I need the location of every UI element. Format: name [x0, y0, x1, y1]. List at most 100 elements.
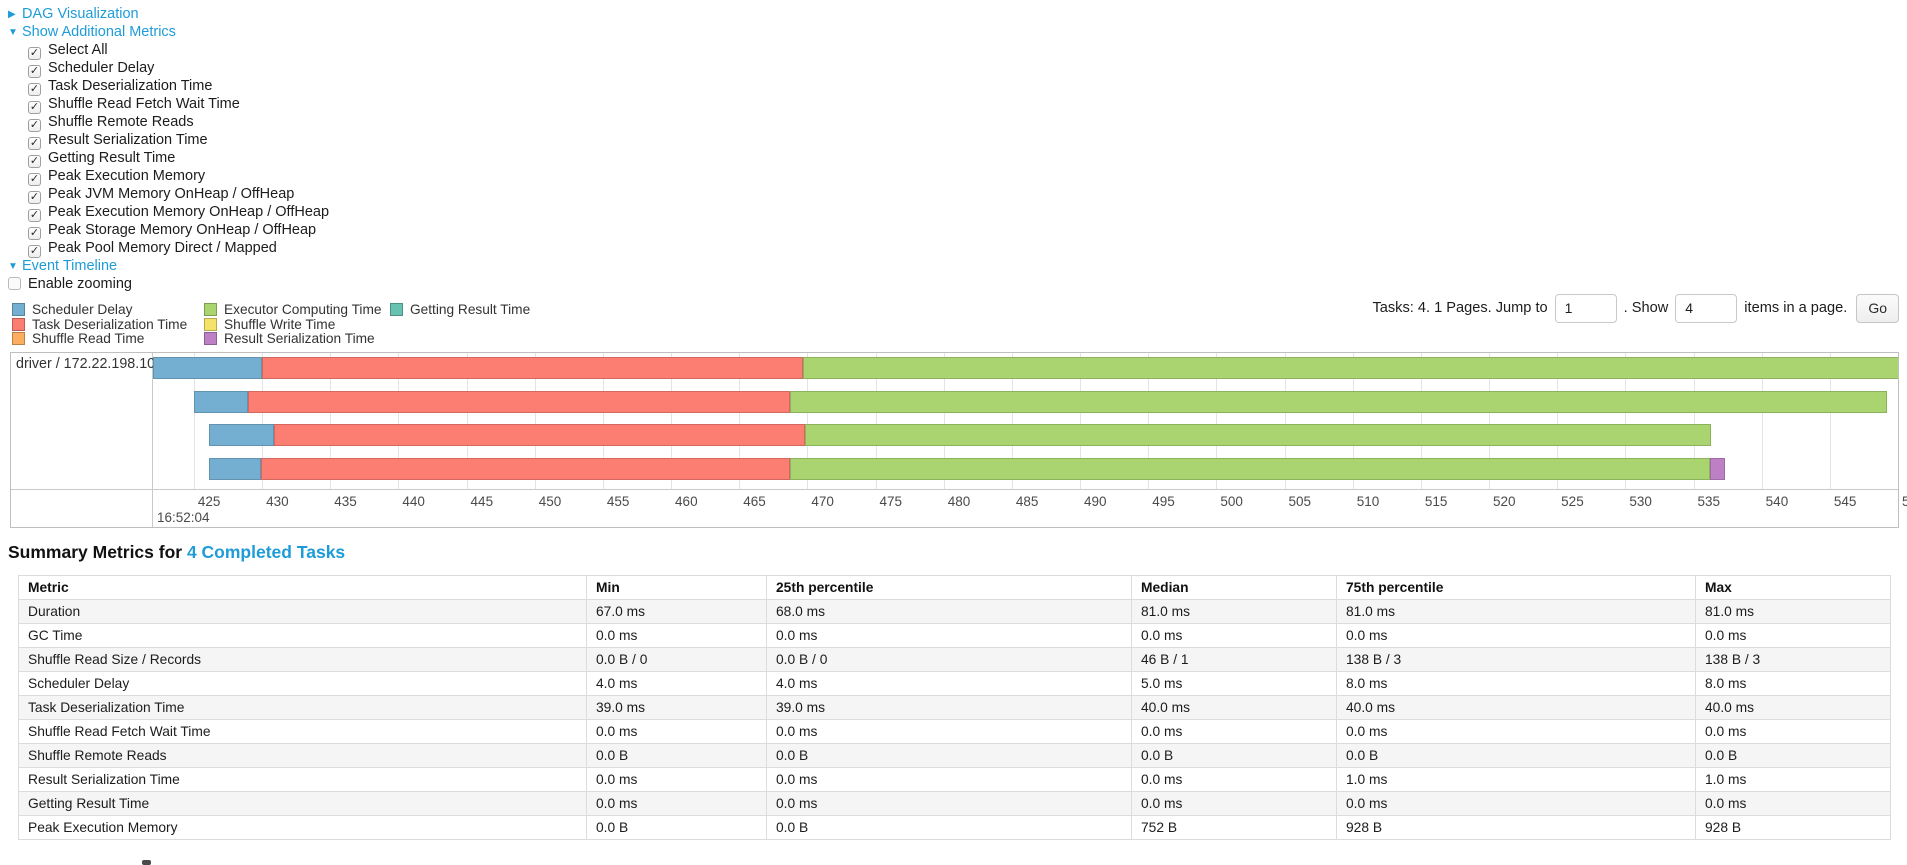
axis-gridline — [1080, 353, 1082, 489]
metric-value-cell: 8.0 ms — [1695, 671, 1891, 696]
axis-tick-label: 460 — [675, 494, 698, 509]
axis-tick-label: 435 — [334, 494, 357, 509]
page-size-input[interactable] — [1675, 293, 1738, 323]
task-bar-scheduler-delay[interactable] — [208, 424, 275, 446]
axis-gridline — [807, 353, 809, 489]
summary-table-row: Shuffle Read Size / Records 0.0 B / 0 0.0 … — [18, 647, 1891, 672]
metric-value-cell: 1.0 ms — [1336, 767, 1696, 792]
metric-checkbox-label: Peak JVM Memory OnHeap / OffHeap — [48, 186, 295, 202]
task-bar-executor-computing-time[interactable] — [789, 391, 1888, 413]
checked-checkbox-icon[interactable]: ✓ — [28, 227, 41, 240]
legend-column: Executor Computing Time Shuffle Write Tim… — [204, 302, 390, 347]
axis-tick-label: 520 — [1493, 494, 1516, 509]
axis-tick-label: 525 — [1561, 494, 1584, 509]
axis-gridline — [466, 353, 468, 489]
axis-tick-label: 500 — [1220, 494, 1243, 509]
legend-label: Shuffle Write Time — [224, 316, 336, 332]
getting-result-time-swatch-icon — [390, 303, 403, 316]
metric-value-cell: 0.0 ms — [1131, 791, 1337, 816]
legend-item: Shuffle Read Time — [12, 331, 204, 347]
task-bar-result-serialization-time[interactable] — [1709, 458, 1725, 480]
axis-tick-label: 510 — [1356, 494, 1380, 509]
axis-tick-label: 475 — [879, 494, 903, 509]
expanded-arrow-icon: ▼ — [8, 27, 18, 38]
checked-checkbox-icon[interactable]: ✓ — [28, 173, 41, 186]
legend-label: Result Serialization Time — [224, 331, 375, 347]
metric-value-cell: 4.0 ms — [586, 671, 767, 696]
task-bar-scheduler-delay[interactable] — [153, 357, 263, 379]
task-bar-executor-computing-time[interactable] — [804, 424, 1712, 446]
show-additional-metrics-toggle[interactable]: ▼ Show Additional Metrics — [8, 23, 329, 41]
axis-tick-label: 550 — [1902, 494, 1907, 509]
checked-checkbox-icon[interactable]: ✓ — [28, 209, 41, 222]
completed-tasks-link[interactable]: 4 Completed Tasks — [186, 542, 346, 562]
pagination-show-text: . Show — [1623, 300, 1669, 316]
legend-label: Task Deserialization Time — [32, 316, 188, 332]
metric-value-cell: 0.0 B — [1336, 743, 1696, 768]
checked-checkbox-icon[interactable]: ✓ — [28, 137, 41, 150]
show-additional-metrics-label: Show Additional Metrics — [22, 24, 176, 40]
metric-value-cell: 8.0 ms — [1336, 671, 1696, 696]
metric-value-cell: 0.0 ms — [1695, 719, 1891, 744]
checked-checkbox-icon[interactable]: ✓ — [28, 83, 41, 96]
metric-value-cell: 81.0 ms — [1131, 599, 1337, 624]
metric-value-cell: 0.0 ms — [586, 623, 767, 648]
metric-name-cell: Shuffle Remote Reads — [18, 743, 587, 768]
task-bar-scheduler-delay[interactable] — [208, 458, 261, 480]
metric-checkbox-label: Peak Execution Memory OnHeap / OffHeap — [48, 204, 330, 220]
axis-tick-label: 530 — [1629, 494, 1652, 509]
metric-checkbox-item: ✓ Select All — [28, 41, 329, 60]
event-timeline-toggle[interactable]: ▼ Event Timeline — [8, 257, 329, 275]
task-bar-task-deserialization-time[interactable] — [274, 424, 805, 446]
axis-gridline — [1557, 353, 1559, 489]
checked-checkbox-icon[interactable]: ✓ — [28, 155, 41, 168]
checked-checkbox-icon[interactable]: ✓ — [28, 47, 41, 60]
checked-checkbox-icon[interactable]: ✓ — [28, 65, 41, 78]
legend-label: Getting Result Time — [410, 302, 531, 317]
task-bar-task-deserialization-time[interactable] — [262, 357, 804, 379]
axis-gridline — [671, 353, 673, 489]
dag-visualization-toggle[interactable]: ▶ DAG Visualization — [8, 5, 329, 23]
axis-tick-label: 470 — [811, 494, 834, 509]
axis-tick-label: 455 — [606, 494, 630, 509]
metric-value-cell: 0.0 B — [586, 815, 767, 840]
summary-metrics-heading: Summary Metrics for 4 Completed Tasks — [8, 542, 345, 563]
metric-name-cell: Task Deserialization Time — [18, 695, 587, 720]
metric-value-cell: 39.0 ms — [766, 695, 1132, 720]
axis-gridline — [1148, 353, 1150, 489]
metric-value-cell: 0.0 B / 0 — [586, 647, 767, 672]
checked-checkbox-icon[interactable]: ✓ — [28, 101, 41, 114]
timeline-axis: 16:52:04 425 430 435 440 445 450 455 460 465 470 4… — [153, 490, 1907, 528]
stage-controls: ▶ DAG Visualization ▼ Show Additional Metr… — [8, 5, 329, 293]
legend-item: Executor Computing Time — [204, 302, 390, 318]
go-button[interactable]: Go — [1856, 293, 1899, 323]
enable-zooming-checkbox[interactable] — [8, 277, 21, 290]
metric-value-cell: 0.0 ms — [586, 791, 767, 816]
metric-checkbox-item: ✓ Peak JVM Memory OnHeap / OffHeap — [28, 185, 329, 204]
axis-gridline — [1011, 353, 1013, 489]
summary-table-row: GC Time 0.0 ms 0.0 ms 0.0 ms 0.0 ms 0.0 ms — [18, 623, 1891, 648]
task-bar-scheduler-delay[interactable] — [193, 391, 249, 413]
axis-gridline — [398, 353, 400, 489]
task-bar-task-deserialization-time[interactable] — [260, 458, 790, 480]
checked-checkbox-icon[interactable]: ✓ — [28, 119, 41, 132]
axis-gridline — [1625, 353, 1627, 489]
checked-checkbox-icon[interactable]: ✓ — [28, 245, 41, 258]
task-bar-executor-computing-time[interactable] — [789, 458, 1710, 480]
metric-name-cell: Shuffle Read Fetch Wait Time — [18, 719, 587, 744]
metric-checkbox-item: ✓ Result Serialization Time — [28, 131, 329, 150]
task-bar-executor-computing-time[interactable] — [803, 357, 1898, 379]
summary-metrics-table: Metric Min 25th percentile Median 75th perce… — [18, 575, 1891, 840]
metric-value-cell: 0.0 B / 0 — [766, 647, 1132, 672]
timeline-legend: Scheduler Delay Task Deserialization Time… — [12, 302, 531, 347]
checked-checkbox-icon[interactable]: ✓ — [28, 191, 41, 204]
metric-value-cell: 0.0 ms — [1695, 791, 1891, 816]
summary-table-row: Duration 67.0 ms 68.0 ms 81.0 ms 81.0 ms 81.0… — [18, 599, 1891, 624]
metric-value-cell: 68.0 ms — [766, 599, 1132, 624]
metric-value-cell: 81.0 ms — [1695, 599, 1891, 624]
axis-tick-label: 490 — [1084, 494, 1107, 509]
metric-value-cell: 46 B / 1 — [1131, 647, 1337, 672]
task-bar-task-deserialization-time[interactable] — [248, 391, 790, 413]
jump-to-page-input[interactable] — [1554, 293, 1617, 323]
axis-gridline — [602, 353, 604, 489]
